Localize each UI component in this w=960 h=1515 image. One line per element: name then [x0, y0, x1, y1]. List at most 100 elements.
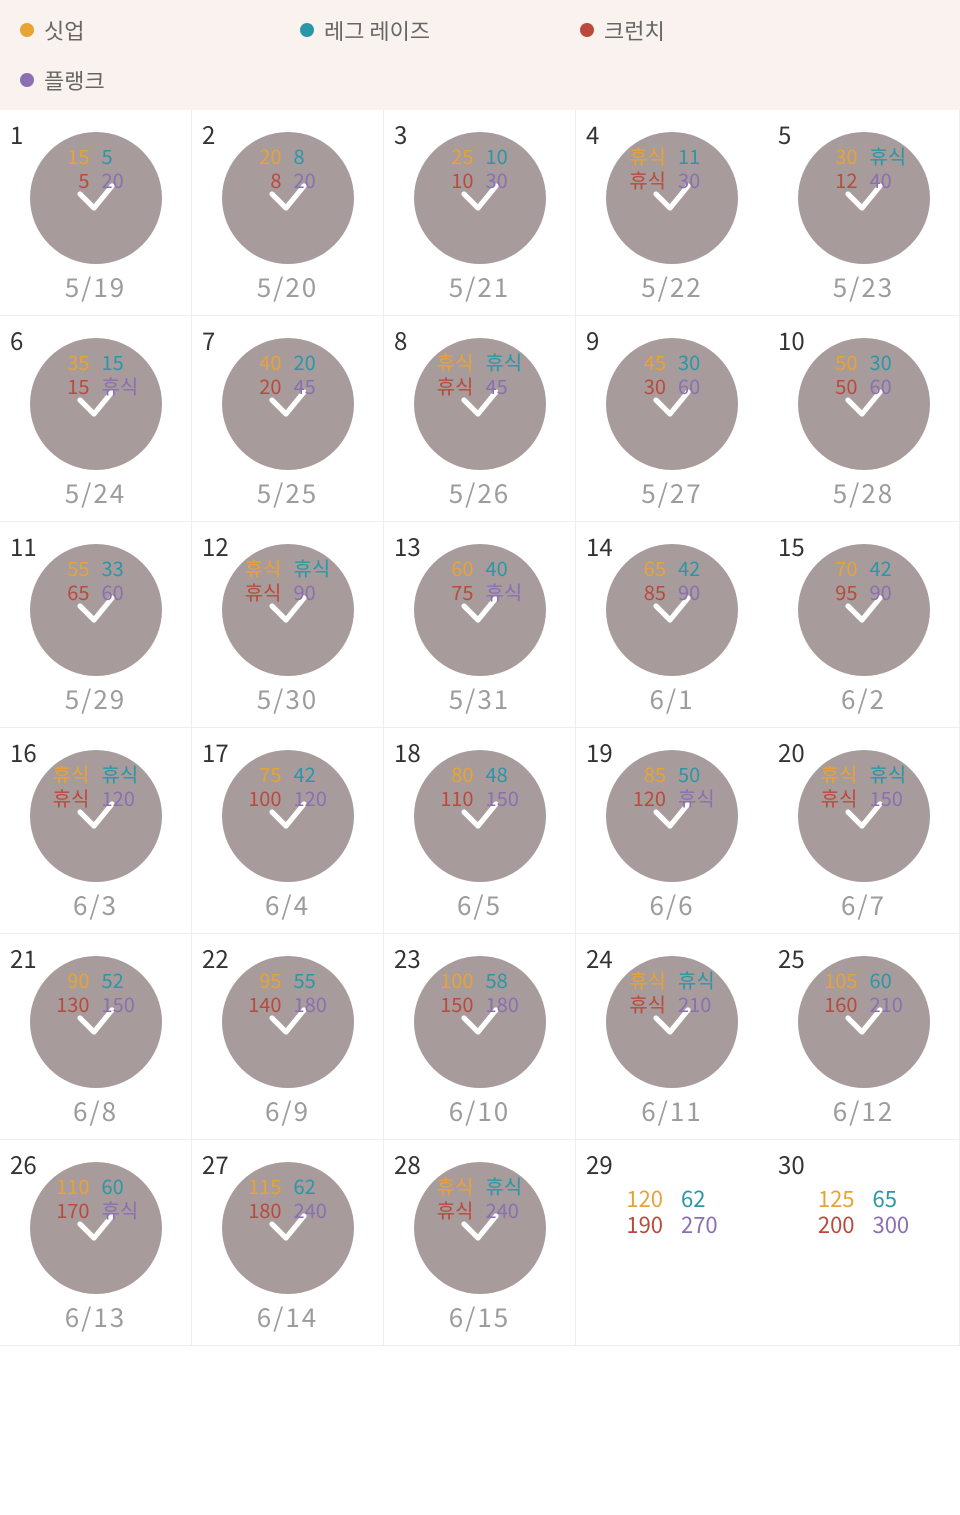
day-cell[interactable]: 2912062190270 [576, 1140, 768, 1346]
crunch-value: 휴식 [44, 786, 90, 810]
day-cell[interactable]: 198550120휴식6/6 [576, 728, 768, 934]
exercise-values: 휴식휴식휴식240 [414, 1174, 546, 1222]
legend-label: 레그 레이즈 [324, 14, 430, 46]
exercise-values: 7542100120 [222, 762, 354, 810]
day-number: 10 [778, 322, 805, 357]
exercise-values: 351515휴식 [30, 350, 162, 398]
legraise-dot-icon [300, 23, 314, 37]
day-date: 5/31 [449, 680, 510, 717]
day-cell[interactable]: 2190521301506/8 [0, 934, 192, 1140]
day-cell[interactable]: 9453030605/27 [576, 316, 768, 522]
plank-value: 210 [678, 992, 724, 1016]
day-cell[interactable]: 24휴식휴식휴식2106/11 [576, 934, 768, 1140]
day-content: 휴식11휴식30 [606, 132, 738, 264]
day-number: 19 [586, 734, 613, 769]
day-cell[interactable]: 6351515휴식5/24 [0, 316, 192, 522]
day-content: 12565200300 [798, 1162, 930, 1294]
legend-item: 싯업 [20, 14, 280, 46]
exercise-values: 9555140180 [222, 968, 354, 1016]
crunch-value: 200 [812, 1212, 855, 1236]
day-date: 6/8 [73, 1092, 118, 1129]
plank-value: 240 [294, 1198, 340, 1222]
day-content: 휴식휴식휴식45 [414, 338, 546, 470]
day-cell[interactable]: 3251010305/21 [384, 110, 576, 316]
plank-value: 150 [486, 786, 532, 810]
legraise-value: 62 [681, 1186, 724, 1210]
day-cell[interactable]: 1775421001206/4 [192, 728, 384, 934]
day-date: 6/1 [649, 680, 694, 717]
plank-value: 300 [873, 1212, 916, 1236]
crunch-value: 160 [812, 992, 858, 1016]
day-cell[interactable]: 7402020455/25 [192, 316, 384, 522]
day-content: 휴식휴식휴식210 [606, 956, 738, 1088]
day-number: 13 [394, 528, 421, 563]
day-cell[interactable]: 15704295906/2 [768, 522, 960, 728]
exercise-values: 30휴식1240 [798, 144, 930, 192]
day-number: 5 [778, 116, 791, 151]
day-content: 208820 [222, 132, 354, 264]
exercise-values: 휴식휴식휴식210 [606, 968, 738, 1016]
day-content: 50305060 [798, 338, 930, 470]
legend-label: 플랭크 [44, 64, 105, 96]
exercise-values: 65428590 [606, 556, 738, 604]
day-content: 12062190270 [606, 1162, 738, 1294]
day-date: 5/20 [257, 268, 318, 305]
day-date: 6/4 [265, 886, 310, 923]
day-cell[interactable]: 2295551401806/9 [192, 934, 384, 1140]
crunch-value: 110 [428, 786, 474, 810]
exercise-values: 휴식휴식휴식90 [222, 556, 354, 604]
day-number: 26 [10, 1146, 37, 1181]
day-date: 6/12 [833, 1092, 894, 1129]
day-cell[interactable]: 8휴식휴식휴식455/26 [384, 316, 576, 522]
day-cell[interactable]: 2611060170휴식6/13 [0, 1140, 192, 1346]
exercise-values: 휴식휴식휴식45 [414, 350, 546, 398]
day-number: 27 [202, 1146, 229, 1181]
day-number: 6 [10, 322, 23, 357]
exercise-values: 11562180240 [222, 1174, 354, 1222]
plank-value: 90 [678, 580, 724, 604]
legend-item: 크런치 [580, 14, 840, 46]
day-cell[interactable]: 20휴식휴식휴식1506/7 [768, 728, 960, 934]
crunch-value: 20 [236, 374, 282, 398]
exercise-values: 8048110150 [414, 762, 546, 810]
day-cell[interactable]: 3012565200300 [768, 1140, 960, 1346]
exercise-values: 25101030 [414, 144, 546, 192]
day-number: 16 [10, 734, 37, 769]
day-date: 6/2 [841, 680, 886, 717]
day-cell[interactable]: 1880481101506/5 [384, 728, 576, 934]
day-cell[interactable]: 530휴식12405/23 [768, 110, 960, 316]
plank-value: 휴식 [486, 580, 532, 604]
day-number: 4 [586, 116, 599, 151]
legraise-value: 65 [873, 1186, 916, 1210]
day-date: 5/29 [65, 680, 126, 717]
day-cell[interactable]: 12휴식휴식휴식905/30 [192, 522, 384, 728]
day-cell[interactable]: 22088205/20 [192, 110, 384, 316]
day-date: 5/21 [449, 268, 510, 305]
day-number: 23 [394, 940, 421, 975]
exercise-values: 11060170휴식 [30, 1174, 162, 1222]
plank-value: 휴식 [102, 1198, 148, 1222]
day-cell[interactable]: 23100581501806/10 [384, 934, 576, 1140]
day-date: 5/27 [641, 474, 702, 511]
day-cell[interactable]: 13604075휴식5/31 [384, 522, 576, 728]
day-cell[interactable]: 16휴식휴식휴식1206/3 [0, 728, 192, 934]
day-cell[interactable]: 10503050605/28 [768, 316, 960, 522]
day-cell[interactable]: 4휴식11휴식305/22 [576, 110, 768, 316]
exercise-values: 휴식휴식휴식120 [30, 762, 162, 810]
plank-value: 120 [294, 786, 340, 810]
crunch-value: 180 [236, 1198, 282, 1222]
day-number: 7 [202, 322, 215, 357]
day-content: 7542100120 [222, 750, 354, 882]
day-cell[interactable]: 14654285906/1 [576, 522, 768, 728]
plank-value: 180 [486, 992, 532, 1016]
day-cell[interactable]: 11555205/19 [0, 110, 192, 316]
day-content: 휴식휴식휴식120 [30, 750, 162, 882]
day-cell[interactable]: 28휴식휴식휴식2406/15 [384, 1140, 576, 1346]
crunch-value: 10 [428, 168, 474, 192]
day-cell[interactable]: 27115621802406/14 [192, 1140, 384, 1346]
plank-value: 휴식 [678, 786, 724, 810]
legend-item: 플랭크 [20, 64, 280, 96]
day-date: 5/26 [449, 474, 510, 511]
day-cell[interactable]: 11553365605/29 [0, 522, 192, 728]
day-cell[interactable]: 25105601602106/12 [768, 934, 960, 1140]
